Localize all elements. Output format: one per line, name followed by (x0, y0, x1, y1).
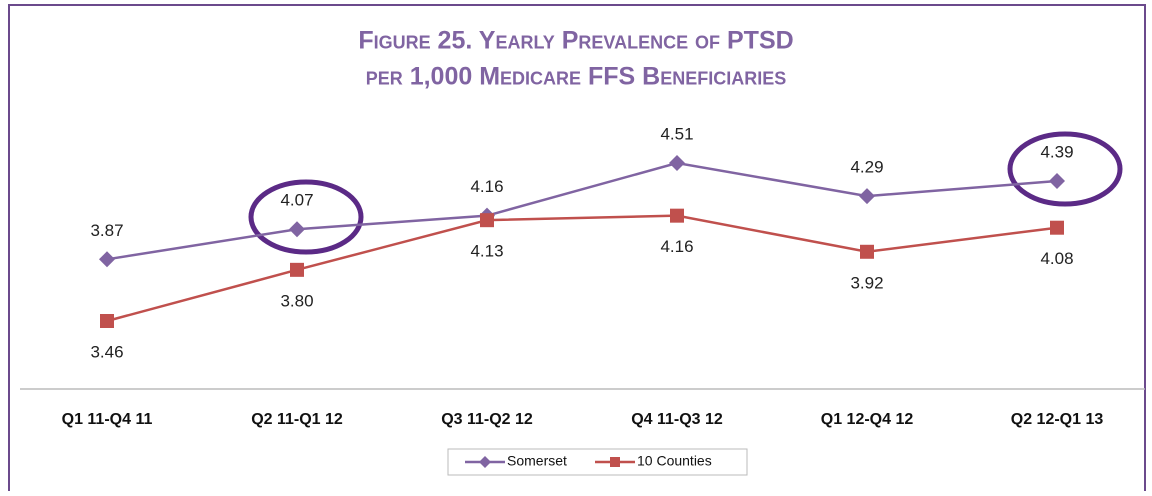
legend-marker (610, 457, 620, 467)
x-tick-label: Q1 11-Q4 11 (62, 411, 153, 428)
data-point (669, 155, 685, 171)
data-point (290, 262, 304, 277)
legend-label: 10 Counties (637, 453, 712, 469)
x-tick-label: Q4 11-Q3 12 (631, 411, 723, 428)
data-label: 4.29 (850, 158, 883, 177)
data-point (670, 208, 684, 223)
data-point (99, 251, 115, 268)
data-point (1050, 220, 1064, 235)
data-label: 4.39 (1040, 143, 1073, 162)
data-label: 4.13 (470, 242, 503, 261)
data-point (859, 188, 875, 205)
series-line (106, 161, 1058, 261)
chart-subtitle: per 1,000 Medicare FFS Beneficiaries (366, 63, 786, 91)
data-point (480, 213, 494, 228)
series-line (106, 214, 1058, 323)
data-label: 4.16 (660, 237, 693, 256)
chart-title: Figure 25. Yearly Prevalence of PTSD (358, 27, 793, 55)
legend-marker (479, 456, 491, 468)
data-label: 3.80 (280, 291, 313, 310)
data-label: 3.87 (90, 221, 123, 240)
data-label: 3.92 (850, 273, 883, 292)
highlight-circle (248, 179, 364, 255)
x-tick-label: Q2 12-Q1 13 (1011, 411, 1104, 428)
data-label: 3.46 (90, 342, 123, 361)
data-point (860, 244, 874, 259)
data-label: 4.07 (280, 191, 313, 210)
x-tick-label: Q3 11-Q2 12 (441, 411, 533, 428)
data-point (1049, 173, 1065, 190)
data-label: 4.16 (470, 177, 503, 196)
frame (8, 4, 1146, 491)
legend-label: Somerset (507, 453, 567, 469)
data-point (289, 221, 305, 238)
x-tick-label: Q1 12-Q4 12 (821, 411, 914, 428)
x-tick-label: Q2 11-Q1 12 (251, 411, 343, 428)
highlight-circle (1007, 131, 1123, 207)
data-label: 4.08 (1040, 249, 1073, 268)
data-label: 4.51 (660, 124, 693, 143)
data-point (100, 314, 114, 328)
